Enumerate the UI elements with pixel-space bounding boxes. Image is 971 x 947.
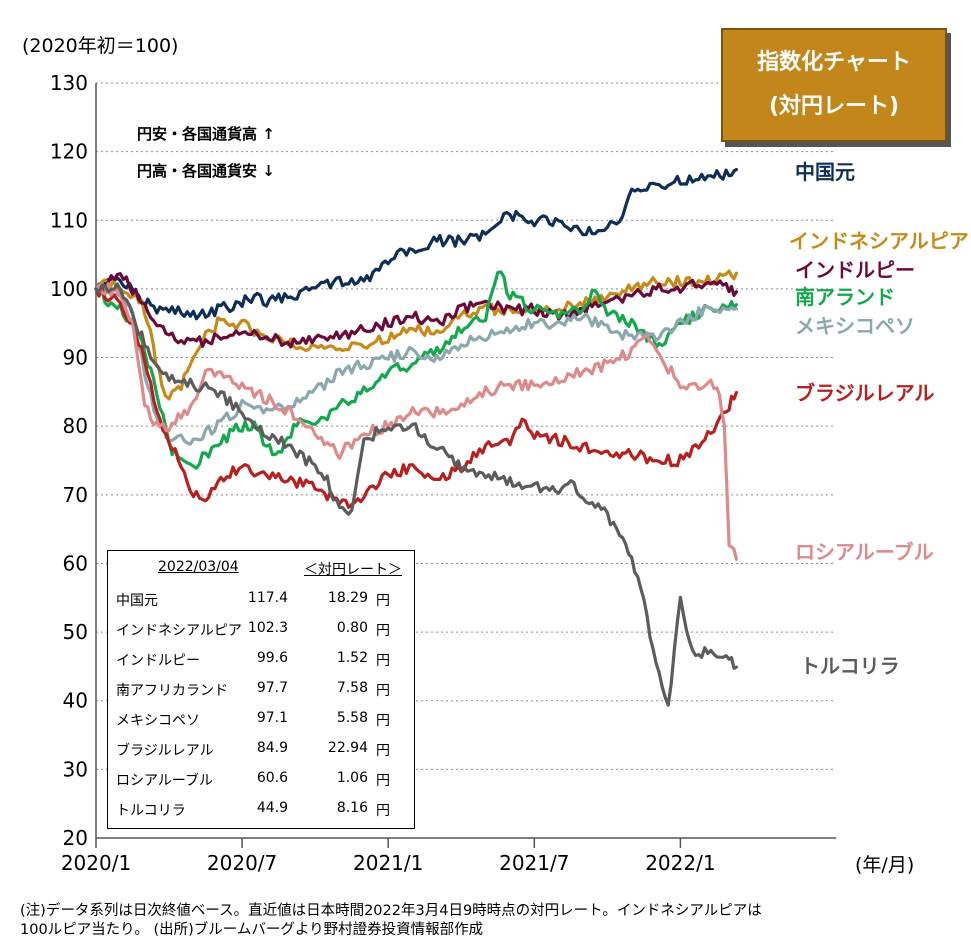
y-tick-label: 50: [63, 620, 88, 644]
x-unit-label: (年/月): [855, 854, 914, 876]
table-row: ロシアルーブル 60.6 1.06 円: [108, 770, 414, 792]
index-value: 102.3: [247, 620, 288, 636]
index-value: 84.9: [256, 740, 288, 756]
currency-name: ロシアルーブル: [116, 773, 214, 789]
rate-unit: 円: [376, 803, 390, 819]
table-row: 中国元 117.4 18.29 円: [108, 590, 414, 612]
table-row: メキシコペソ 97.1 5.58 円: [108, 710, 414, 732]
table-date-header: 2022/03/04: [158, 559, 239, 575]
series-labels: 中国元インドネシアルピアインドルピー南アランドメキシコペソブラジルレアルロシアル…: [789, 160, 969, 678]
footnote: (注)データ系列は日次終値ベース。直近値は日本時間2022年3月4日9時時点の対…: [20, 902, 960, 940]
x-tick-label: 2021/7: [499, 851, 569, 875]
rate-value: 0.80: [336, 620, 368, 636]
series-label-rub: ロシアルーブル: [795, 540, 934, 564]
index-value: 97.7: [256, 680, 288, 696]
latest-values-table: 2022/03/04 ＜対円レート＞ 中国元 117.4 18.29 円 インド…: [107, 550, 415, 829]
annotation-strong-yen: 円高・各国通貨安 ↓: [137, 162, 275, 180]
y-tick-label: 130: [50, 71, 88, 95]
y-tick-label: 70: [63, 483, 88, 507]
series-line-cny: [94, 167, 738, 321]
series-lines: [94, 167, 738, 707]
table-rate-header: ＜対円レート＞: [304, 562, 402, 578]
currency-name: メキシコペソ: [116, 713, 200, 729]
rate-unit: 円: [376, 683, 390, 699]
index-value: 60.6: [256, 770, 288, 786]
rate-value: 18.29: [327, 590, 368, 606]
gridlines: [96, 82, 836, 770]
currency-name: インドルピー: [116, 653, 200, 669]
series-line-idr: [94, 269, 738, 401]
series-line-mxn: [94, 282, 738, 446]
table-row: ブラジルレアル 84.9 22.94 円: [108, 740, 414, 762]
annotation-weak-yen: 円安・各国通貨高 ↑: [137, 125, 275, 143]
x-tick-label: 2020/7: [207, 851, 277, 875]
y-unit-label: (2020年初＝100): [22, 35, 178, 57]
series-label-cny: 中国元: [795, 160, 855, 184]
chart-title-badge: 指数化チャート (対円レート): [721, 28, 947, 142]
rate-unit: 円: [376, 623, 390, 639]
series-label-inr: インドルピー: [795, 258, 915, 282]
rate-value: 22.94: [327, 740, 368, 756]
series-line-try: [94, 282, 738, 707]
rate-value: 8.16: [336, 800, 368, 816]
rate-unit: 円: [376, 743, 390, 759]
x-tick-label: 2021/1: [353, 851, 423, 875]
y-tick-label: 90: [63, 346, 88, 370]
table-row: 南アフリカランド 97.7 7.58 円: [108, 680, 414, 702]
rate-unit: 円: [376, 653, 390, 669]
series-label-zar: 南アランド: [795, 285, 895, 309]
index-value: 97.1: [256, 710, 288, 726]
y-tick-label: 20: [63, 826, 88, 850]
series-label-try: トルコリラ: [800, 654, 900, 678]
x-tick-label: 2020/1: [61, 851, 131, 875]
y-tick-label: 60: [63, 551, 88, 575]
series-line-zar: [94, 270, 738, 470]
rate-value: 5.58: [336, 710, 368, 726]
x-tick-label: 2022/1: [645, 851, 715, 875]
index-value: 44.9: [256, 800, 288, 816]
y-tick-label: 30: [63, 757, 88, 781]
rate-value: 7.58: [336, 680, 368, 696]
table-header: 2022/03/04 ＜対円レート＞: [108, 559, 414, 581]
rate-unit: 円: [376, 593, 390, 609]
y-tick-label: 100: [50, 277, 88, 301]
y-tick-label: 110: [50, 208, 88, 232]
rate-unit: 円: [376, 713, 390, 729]
y-tick-label: 120: [50, 140, 88, 164]
rate-value: 1.52: [336, 650, 368, 666]
series-label-brl: ブラジルレアル: [795, 381, 934, 405]
rate-unit: 円: [376, 773, 390, 789]
currency-name: ブラジルレアル: [116, 743, 214, 759]
table-row: インドルピー 99.6 1.52 円: [108, 650, 414, 672]
currency-name: 中国元: [116, 593, 158, 609]
index-value: 99.6: [256, 650, 288, 666]
y-tick-label: 40: [63, 689, 88, 713]
footnote-line2: 100ルピア当たり。 (出所)ブルームバーグより野村證券投資情報部作成: [20, 922, 484, 938]
chart-title-line1: 指数化チャート: [757, 50, 911, 75]
axes: 20 30 40 50 60 70 80 90 100 110 120 130 2020/1 2020/7…: [50, 71, 836, 875]
series-line-rub: [94, 282, 738, 561]
table-row: インドネシアルピア 102.3 0.80 円: [108, 620, 414, 642]
series-label-idr: インドネシアルピア: [789, 229, 969, 253]
currency-name: インドネシアルピア: [116, 623, 242, 639]
currency-name: トルコリラ: [116, 803, 186, 819]
series-line-inr: [94, 272, 738, 349]
series-line-brl: [94, 286, 738, 509]
series-label-mxn: メキシコペソ: [795, 314, 915, 338]
y-tick-label: 80: [63, 414, 88, 438]
currency-name: 南アフリカランド: [116, 683, 228, 699]
index-value: 117.4: [247, 590, 288, 606]
rate-value: 1.06: [336, 770, 368, 786]
chart-title-line2: (対円レート): [768, 94, 900, 119]
footnote-line1: (注)データ系列は日次終値ベース。直近値は日本時間2022年3月4日9時時点の対…: [20, 903, 762, 919]
table-row: トルコリラ 44.9 8.16 円: [108, 800, 414, 822]
